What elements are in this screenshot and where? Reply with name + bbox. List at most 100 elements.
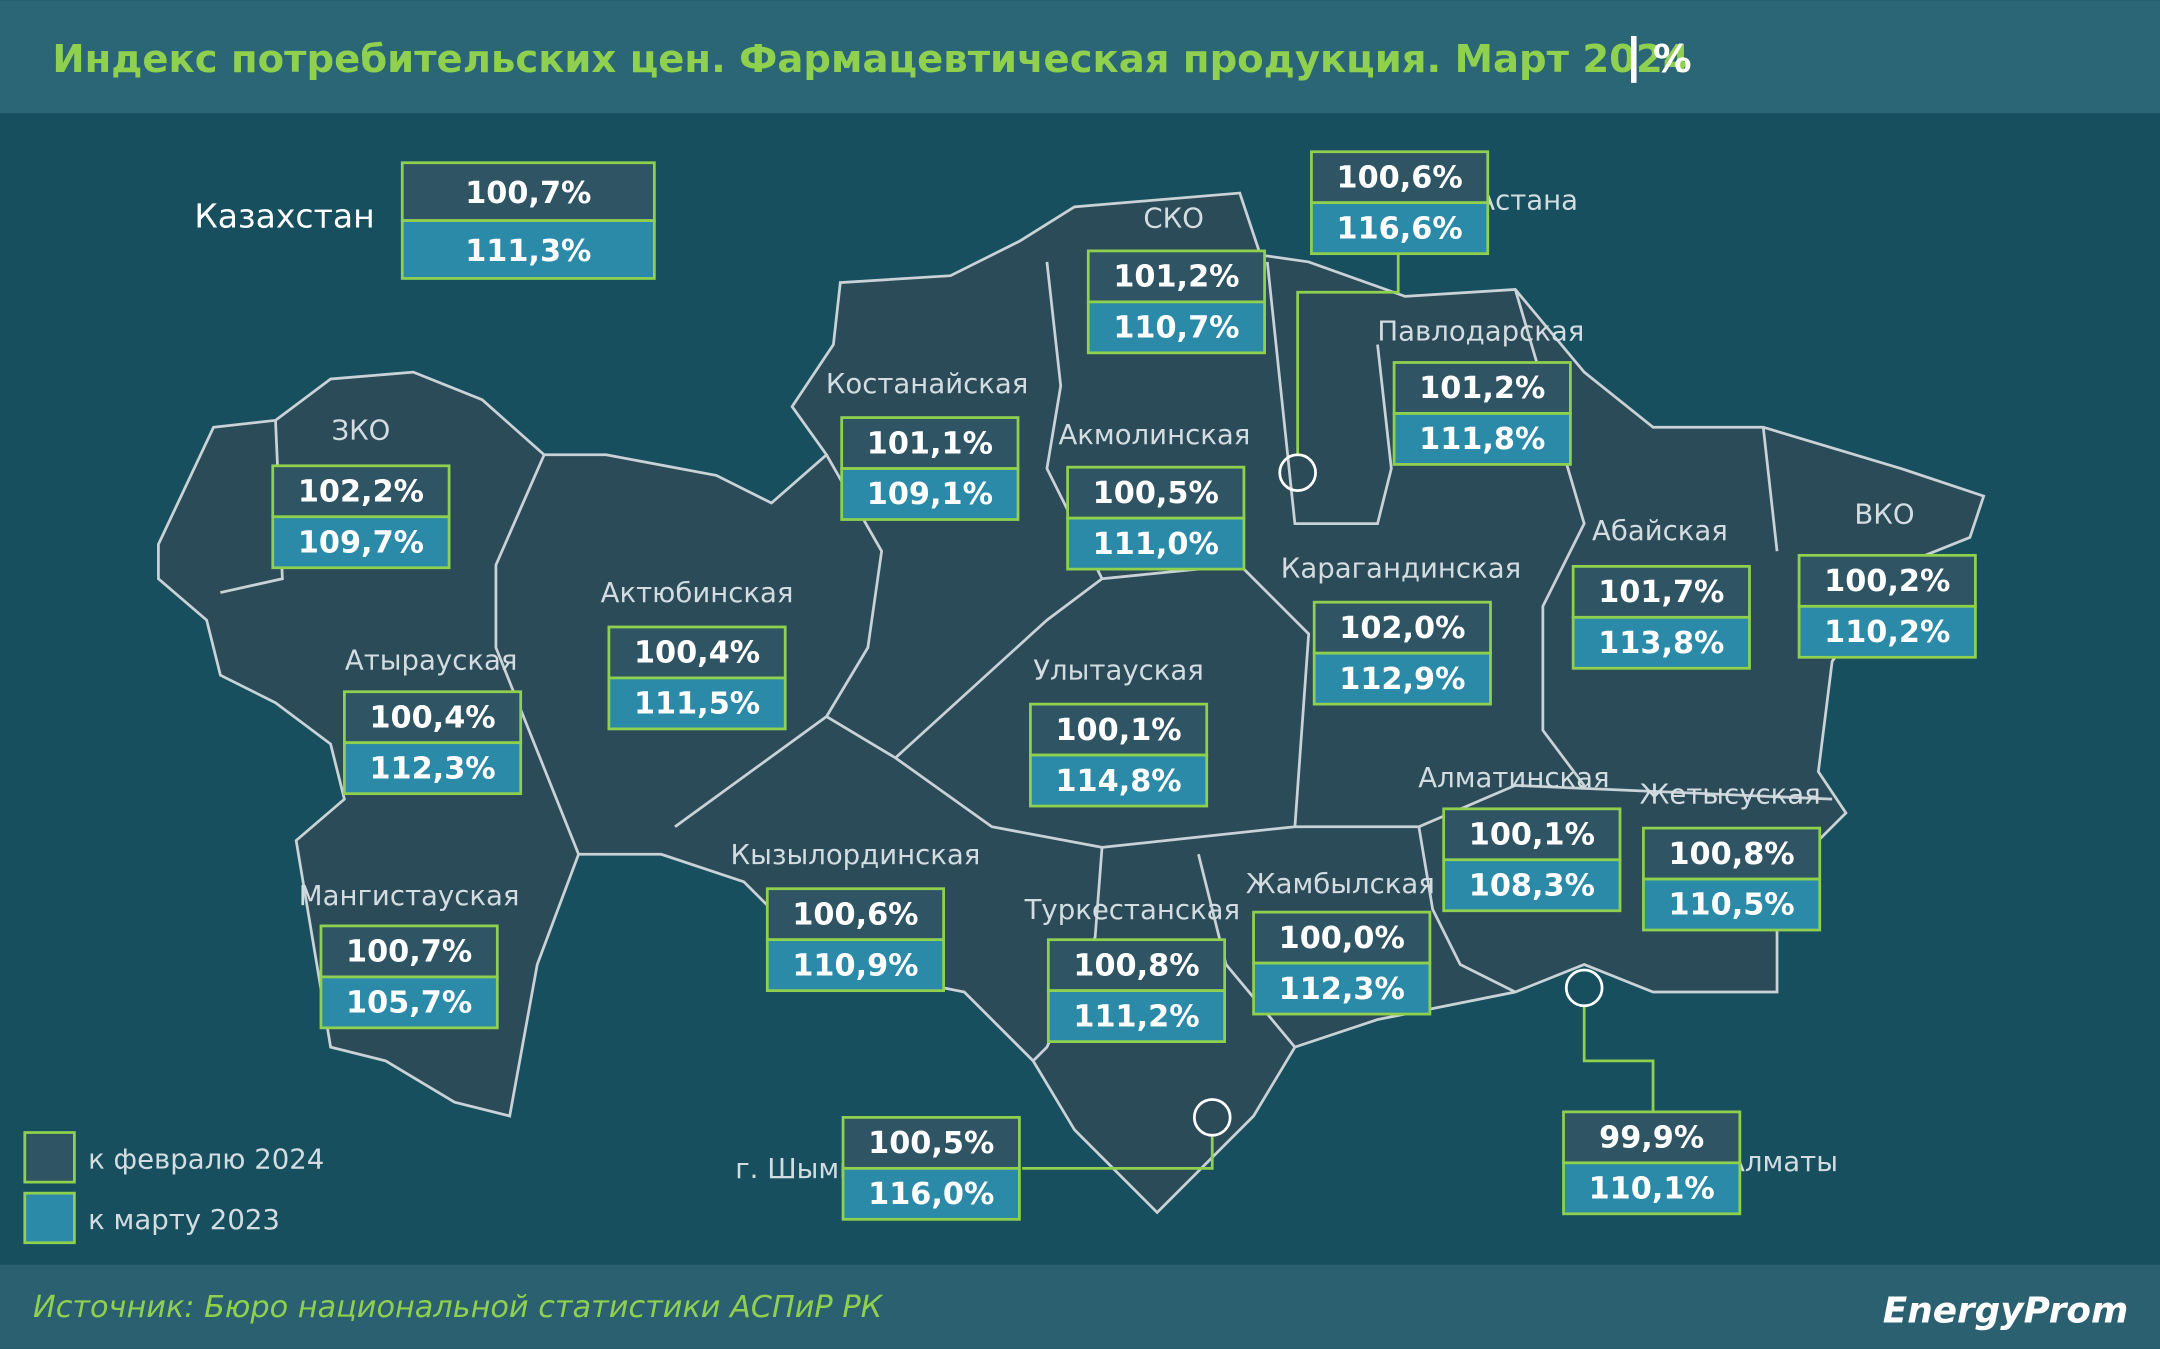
value-mar: 109,1% xyxy=(867,477,993,512)
source: Источник: Бюро национальной статистики А… xyxy=(33,1290,884,1325)
region-name: Алматинская xyxy=(1418,762,1609,794)
value-mar: 110,2% xyxy=(1824,615,1950,650)
shymkent-connector xyxy=(1022,1136,1214,1170)
region-name: Туркестанская xyxy=(1024,894,1241,926)
value-mar: 111,5% xyxy=(634,687,760,722)
region-name: Жетысуская xyxy=(1640,778,1821,810)
box-bottom xyxy=(1571,615,1751,670)
value-feb: 100,5% xyxy=(868,1126,994,1161)
almaty-marker xyxy=(1564,968,1604,1008)
box-top xyxy=(840,416,1020,470)
box-bottom xyxy=(1310,201,1490,256)
value-mar: 110,7% xyxy=(1113,311,1239,346)
box-bottom xyxy=(1797,604,1977,659)
value-feb: 101,1% xyxy=(867,426,993,461)
value-feb: 100,4% xyxy=(369,700,495,735)
box-top xyxy=(1310,150,1490,205)
value-feb: 100,2% xyxy=(1824,564,1950,599)
box-top xyxy=(765,887,945,942)
box-top xyxy=(1571,564,1751,619)
value-mar: 113,8% xyxy=(1598,626,1724,661)
box-bottom xyxy=(1066,516,1246,571)
region-name: Улытауская xyxy=(1033,654,1204,686)
box-bottom xyxy=(319,975,499,1030)
value-mar: 111,2% xyxy=(1073,999,1199,1034)
region-name: Карагандинская xyxy=(1281,552,1521,584)
box-top xyxy=(400,161,656,222)
box-bottom xyxy=(765,938,945,993)
astana-marker xyxy=(1278,453,1317,492)
title: Индекс потребительских цен. Фармацевтиче… xyxy=(52,37,1689,82)
value-mar: 110,9% xyxy=(792,948,918,983)
box-bottom xyxy=(1392,412,1572,466)
value-mar: 116,0% xyxy=(868,1177,994,1212)
region-name: ВКО xyxy=(1854,499,1914,531)
box-bottom xyxy=(1642,877,1822,932)
region-border xyxy=(825,715,1833,849)
region-border xyxy=(1417,826,1516,994)
region-border xyxy=(1761,427,1779,552)
region-name: ЗКО xyxy=(331,415,390,447)
value-feb: 100,1% xyxy=(1055,713,1181,748)
value-mar: 111,0% xyxy=(1093,527,1219,562)
box-bottom xyxy=(1442,858,1622,913)
value-feb: 100,5% xyxy=(1093,476,1219,511)
value-mar: 111,8% xyxy=(1419,422,1545,457)
region-name: Мангистауская xyxy=(299,880,520,912)
box-top xyxy=(841,1116,1021,1170)
region-name: Кызылординская xyxy=(731,839,981,871)
box-bottom xyxy=(1312,651,1492,706)
region-name: СКО xyxy=(1143,202,1203,234)
value-feb: 100,0% xyxy=(1279,921,1405,956)
value-mar: 110,5% xyxy=(1668,888,1794,923)
value-mar: 112,9% xyxy=(1339,662,1465,697)
box-top xyxy=(343,690,523,745)
region-name: Актюбинская xyxy=(601,577,794,609)
region-border xyxy=(1101,563,1311,827)
region-border xyxy=(494,454,580,855)
legend-label: к февралю 2024 xyxy=(88,1143,324,1175)
value-feb: 100,6% xyxy=(792,897,918,932)
value-mar: 114,8% xyxy=(1055,764,1181,799)
logo: EnergyProm xyxy=(1883,1291,2129,1332)
region-border xyxy=(1265,261,1393,526)
region-name: Атырауская xyxy=(345,645,518,677)
box-top xyxy=(1442,807,1622,862)
box-top xyxy=(319,924,499,979)
value-mar: 109,7% xyxy=(298,525,424,560)
value-mar: 110,1% xyxy=(1589,1172,1715,1207)
value-feb: 102,0% xyxy=(1339,611,1465,646)
value-feb: 100,6% xyxy=(1336,160,1462,195)
value-feb: 101,2% xyxy=(1113,260,1239,295)
astana-connector xyxy=(1296,253,1400,455)
box-bottom xyxy=(1029,753,1209,808)
value-feb: 100,8% xyxy=(1668,837,1794,872)
value-feb: 102,2% xyxy=(298,474,424,509)
box-top xyxy=(271,464,451,519)
value-feb: 100,4% xyxy=(634,636,760,671)
value-feb: 100,7% xyxy=(465,176,591,211)
region-name: Абайская xyxy=(1592,515,1728,547)
region-name: Жамбылская xyxy=(1246,868,1435,900)
box-top xyxy=(1312,600,1492,655)
box-bottom xyxy=(841,1166,1021,1221)
box-bottom xyxy=(607,676,787,731)
box-top xyxy=(1086,249,1266,304)
box-top xyxy=(1392,361,1572,415)
value-feb: 100,7% xyxy=(346,935,472,970)
box-bottom xyxy=(840,467,1020,521)
box-bottom xyxy=(400,219,656,280)
box-bottom xyxy=(1562,1161,1742,1216)
box-bottom xyxy=(1252,961,1432,1016)
value-feb: 101,2% xyxy=(1419,371,1545,406)
value-mar: 105,7% xyxy=(346,986,472,1021)
shymkent-marker xyxy=(1192,1098,1232,1137)
region-name: Павлодарская xyxy=(1377,315,1584,347)
box-top xyxy=(1797,553,1977,608)
legend-swatch xyxy=(23,1191,76,1245)
footer-band xyxy=(0,1264,2160,1349)
almaty-connector xyxy=(1582,1005,1655,1112)
legend-label: к марту 2023 xyxy=(88,1204,280,1236)
